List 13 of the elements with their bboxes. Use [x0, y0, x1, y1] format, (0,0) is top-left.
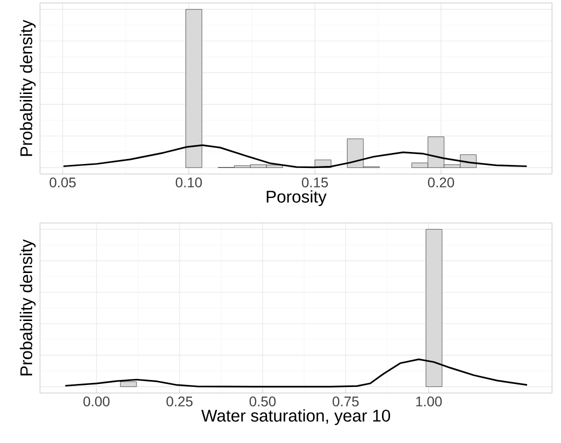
x-tick-label: 0.05: [50, 178, 76, 188]
x-tick-label: 0.20: [428, 178, 454, 188]
x-tick-label: 1.00: [416, 396, 442, 406]
x-axis-title: Porosity: [266, 190, 327, 206]
x-tick-label: 0.50: [250, 396, 276, 406]
x-tick-label: 0.75: [332, 396, 359, 406]
x-tick-label: 0.25: [166, 396, 193, 406]
x-tick-label: 0.15: [302, 178, 328, 188]
x-tick-label: 0.00: [83, 396, 110, 406]
x-axis-title: Water saturation, year 10: [201, 409, 390, 426]
x-tick-label: 0.10: [176, 178, 202, 188]
y-axis-title: Probability density: [20, 20, 36, 156]
y-axis-title: Probability density: [20, 239, 36, 376]
